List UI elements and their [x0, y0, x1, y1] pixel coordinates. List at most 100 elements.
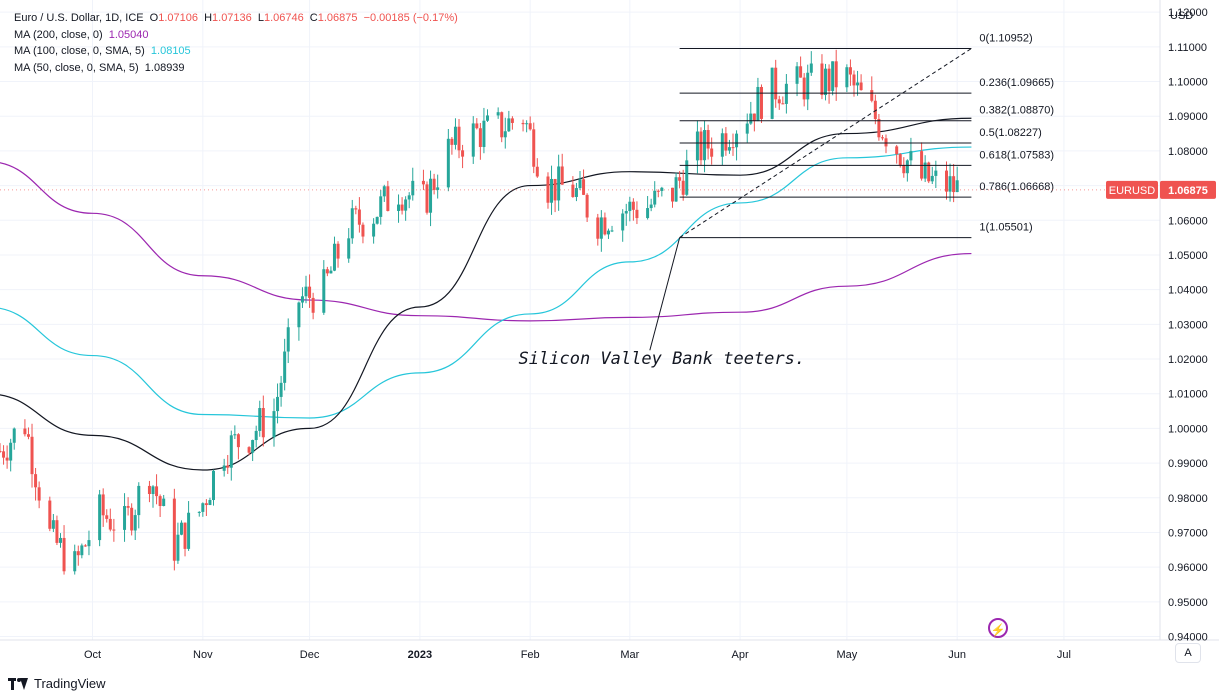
- badge-price: 1.06875: [1168, 185, 1208, 197]
- legend-high: 1.07136: [212, 12, 252, 24]
- candle-body: [276, 396, 280, 412]
- legend-ma100-row[interactable]: MA (100, close, 0, SMA, 5) 1.08105: [14, 43, 458, 60]
- candle-body: [735, 133, 739, 148]
- candle-body: [884, 138, 888, 147]
- candle-body: [251, 440, 255, 453]
- legend-ma100-label: MA (100, close, 0, SMA, 5): [14, 45, 145, 57]
- candle-body: [784, 83, 788, 104]
- candle-body: [653, 190, 657, 205]
- candle-body: [354, 208, 358, 210]
- fib-level-label: 0(1.10952): [979, 32, 1032, 44]
- time-axis[interactable]: Oct Nov Dec 2023 Feb Mar Apr May Jun Jul: [84, 649, 1071, 661]
- legend-symbol-title: Euro / U.S. Dollar, 1D, ICE: [14, 12, 144, 24]
- legend-ma50-value: 1.08939: [144, 61, 185, 74]
- fib-level-label: 0.5(1.08227): [979, 127, 1041, 139]
- candle-body: [286, 327, 290, 352]
- y-tick-label: 1.05000: [1168, 250, 1208, 262]
- y-tick-label: 0.97000: [1168, 527, 1208, 539]
- candle-body: [681, 180, 685, 195]
- candle-body: [603, 217, 607, 235]
- candle-body: [421, 180, 425, 185]
- y-tick-label: 1.08000: [1168, 146, 1208, 158]
- candle-body: [80, 545, 84, 556]
- candle-body: [920, 151, 924, 179]
- candle-body: [51, 520, 55, 529]
- candle-body: [699, 131, 703, 161]
- candle-body: [105, 515, 109, 519]
- candle-body: [646, 208, 650, 219]
- candle-body: [76, 551, 80, 556]
- candle-body: [247, 447, 251, 453]
- legend-ma200-row[interactable]: MA (200, close, 0) 1.05040: [14, 27, 458, 44]
- candle-body: [397, 204, 401, 211]
- y-tick-label: 1.04000: [1168, 285, 1208, 297]
- auto-scale-button[interactable]: A: [1175, 643, 1201, 663]
- candle-body: [233, 434, 237, 436]
- lightning-icon[interactable]: ⚡: [988, 618, 1008, 638]
- y-tick-label: 1.06000: [1168, 215, 1208, 227]
- candle-body: [628, 201, 632, 212]
- x-tick-label: Feb: [521, 649, 540, 661]
- fib-trend-line: [679, 48, 972, 239]
- candle-body: [820, 63, 824, 96]
- candle-body: [123, 506, 127, 530]
- candle-body: [379, 196, 383, 217]
- ma-line-50: [0, 117, 972, 471]
- candle-body: [827, 68, 831, 91]
- price-axis[interactable]: 1.120001.110001.100001.090001.080001.070…: [1168, 7, 1208, 643]
- candle-body: [649, 204, 653, 209]
- candle-body: [357, 209, 361, 225]
- annotation-text: Silicon Valley Bank teeters.: [519, 349, 806, 369]
- candle-body: [852, 74, 856, 86]
- legend-open: 1.07106: [158, 12, 198, 24]
- candle-body: [731, 147, 735, 149]
- candle-body: [197, 511, 201, 513]
- candle-body: [236, 434, 240, 448]
- fibonacci-retracement[interactable]: 0(1.10952) 0.236(1.09665) 0.382(1.08870) 0.…: [679, 32, 1054, 239]
- candle-body: [923, 162, 927, 179]
- candle-body: [73, 551, 77, 572]
- candle-body: [660, 187, 664, 191]
- candle-body: [222, 465, 226, 471]
- candle-body: [297, 302, 301, 328]
- candle-body: [759, 86, 763, 119]
- branding-footer[interactable]: TradingView: [8, 676, 106, 691]
- candlesticks[interactable]: [0, 49, 959, 575]
- candle-body: [809, 63, 813, 73]
- legend-low-label: L: [257, 12, 264, 24]
- candle-body: [550, 178, 554, 203]
- candle-body: [578, 179, 582, 189]
- candle-body: [58, 537, 62, 543]
- candle-body: [856, 82, 860, 86]
- candle-body: [795, 66, 799, 84]
- price-axis-currency: USD: [1170, 10, 1194, 22]
- y-tick-label: 1.03000: [1168, 319, 1208, 331]
- annotation-layer[interactable]: Silicon Valley Bank teeters.: [519, 237, 806, 370]
- candle-body: [781, 103, 785, 105]
- candle-body: [606, 230, 610, 235]
- candle-body: [873, 100, 877, 119]
- legend-ma100-value: 1.08105: [150, 45, 191, 57]
- tradingview-logo-icon: [8, 677, 28, 690]
- candle-body: [674, 177, 678, 202]
- candle-body: [507, 118, 511, 132]
- candle-body: [101, 494, 105, 516]
- legend-ma50-row[interactable]: MA (50, close, 0, SMA, 5) 1.08939: [14, 60, 458, 77]
- candle-body: [848, 67, 852, 75]
- candle-body: [905, 160, 909, 174]
- candle-body: [158, 496, 162, 507]
- candle-body: [745, 123, 749, 134]
- x-tick-label: Apr: [732, 649, 749, 661]
- candle-body: [187, 512, 191, 549]
- candle-body: [656, 190, 660, 192]
- candle-body: [261, 408, 265, 438]
- candle-body: [720, 133, 724, 157]
- y-tick-label: 1.00000: [1168, 423, 1208, 435]
- candle-body: [98, 494, 102, 541]
- candle-body: [450, 138, 454, 145]
- candle-body: [756, 86, 760, 122]
- badge-symbol: EURUSD: [1109, 185, 1156, 197]
- legend-main-row[interactable]: Euro / U.S. Dollar, 1D, ICE O1.07106 H1.…: [14, 10, 458, 27]
- candle-body: [870, 90, 874, 101]
